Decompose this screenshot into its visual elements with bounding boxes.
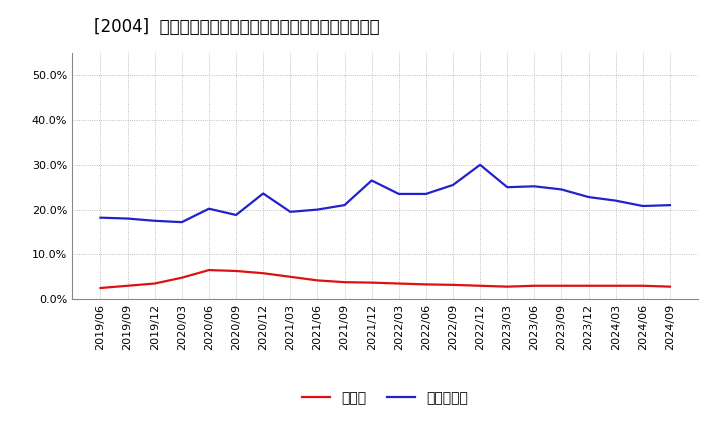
有利子負債 xyxy=(259,191,268,196)
有利子負債 xyxy=(313,207,322,212)
現預金 xyxy=(204,268,213,273)
有利子負債 xyxy=(232,213,240,218)
Legend: 現預金, 有利子負債: 現預金, 有利子負債 xyxy=(297,385,474,411)
現預金 xyxy=(150,281,159,286)
有利子負債 xyxy=(395,191,403,197)
有利子負債 xyxy=(449,182,457,187)
現預金 xyxy=(421,282,430,287)
有利子負債 xyxy=(204,206,213,211)
有利子負債 xyxy=(530,183,539,189)
有利子負債 xyxy=(96,215,105,220)
有利子負債 xyxy=(584,194,593,200)
有利子負債 xyxy=(421,191,430,197)
現預金 xyxy=(584,283,593,288)
現預金 xyxy=(232,268,240,274)
現預金 xyxy=(611,283,620,288)
有利子負債 xyxy=(286,209,294,214)
有利子負債 xyxy=(123,216,132,221)
現預金 xyxy=(449,282,457,287)
現預金 xyxy=(96,286,105,291)
Text: [2004]  現預金、有利子負債の総資産に対する比率の推移: [2004] 現預金、有利子負債の総資産に対する比率の推移 xyxy=(94,18,379,36)
有利子負債 xyxy=(367,178,376,183)
有利子負債 xyxy=(611,198,620,203)
現預金 xyxy=(286,274,294,279)
現預金 xyxy=(367,280,376,285)
現預金 xyxy=(557,283,566,288)
現預金 xyxy=(395,281,403,286)
有利子負債 xyxy=(178,220,186,225)
有利子負債 xyxy=(476,162,485,168)
有利子負債 xyxy=(557,187,566,192)
Line: 現預金: 現預金 xyxy=(101,270,670,288)
現預金 xyxy=(476,283,485,288)
有利子負債 xyxy=(341,202,349,208)
現預金 xyxy=(178,275,186,280)
現預金 xyxy=(259,271,268,276)
有利子負債 xyxy=(665,202,674,208)
現預金 xyxy=(123,283,132,288)
現預金 xyxy=(639,283,647,288)
現預金 xyxy=(665,284,674,289)
現預金 xyxy=(503,284,511,289)
現預金 xyxy=(341,279,349,285)
有利子負債 xyxy=(503,184,511,190)
有利子負債 xyxy=(150,218,159,224)
現預金 xyxy=(313,278,322,283)
有利子負債 xyxy=(639,203,647,209)
Line: 有利子負債: 有利子負債 xyxy=(101,165,670,222)
現預金 xyxy=(530,283,539,288)
